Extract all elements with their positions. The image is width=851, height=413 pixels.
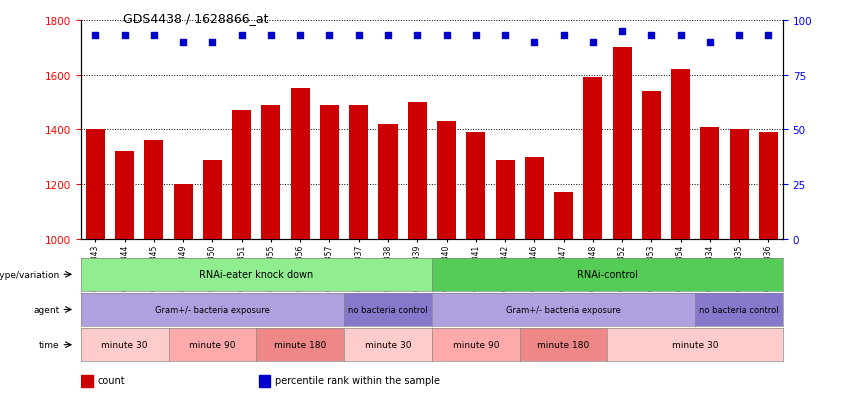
Point [674,33,688,39]
Bar [437,122,456,240]
Bar [232,111,251,240]
Bar [554,193,573,240]
Bar [86,130,105,240]
Text: genotype/variation: genotype/variation [0,270,60,279]
Bar [525,157,544,240]
Text: minute 180: minute 180 [537,340,590,349]
Point [410,33,424,39]
Text: minute 90: minute 90 [453,340,499,349]
Point [732,33,745,39]
Text: minute 30: minute 30 [101,340,148,349]
Bar [203,160,222,240]
Text: RNAi-eater knock down: RNAi-eater knock down [199,270,313,280]
Text: minute 30: minute 30 [365,340,411,349]
Text: time: time [39,340,60,349]
Bar [729,130,749,240]
Point [235,33,248,39]
Bar [81,375,93,387]
Point [644,33,658,39]
Bar [495,160,515,240]
Bar [759,133,778,240]
Bar [145,141,163,240]
Text: agent: agent [33,305,60,314]
Point [323,33,336,39]
Point [469,33,483,39]
Bar [259,375,271,387]
Point [528,39,541,46]
Text: Gram+/- bacteria exposure: Gram+/- bacteria exposure [155,305,270,314]
Point [762,33,775,39]
Bar [671,70,690,240]
Bar [466,133,485,240]
Bar [642,92,660,240]
Text: Gram+/- bacteria exposure: Gram+/- bacteria exposure [506,305,621,314]
Text: minute 30: minute 30 [672,340,718,349]
Bar [261,105,281,240]
Bar [291,89,310,240]
Point [381,33,395,39]
Bar [320,105,339,240]
Point [147,33,161,39]
Bar [349,105,368,240]
Point [498,33,511,39]
Text: minute 90: minute 90 [189,340,236,349]
Point [440,33,454,39]
Point [352,33,366,39]
Bar [408,103,426,240]
Text: percentile rank within the sample: percentile rank within the sample [275,375,440,385]
Text: no bacteria control: no bacteria control [348,305,428,314]
Text: no bacteria control: no bacteria control [700,305,779,314]
Point [264,33,277,39]
Point [118,33,132,39]
Bar [174,185,192,240]
Point [586,39,600,46]
Bar [700,127,719,240]
Text: RNAi-control: RNAi-control [577,270,638,280]
Bar [583,78,603,240]
Point [89,33,102,39]
Point [615,28,629,35]
Bar [115,152,134,240]
Point [206,39,220,46]
Point [294,33,307,39]
Point [176,39,190,46]
Bar [379,125,397,240]
Bar [613,48,631,240]
Text: minute 180: minute 180 [274,340,327,349]
Text: GDS4438 / 1628866_at: GDS4438 / 1628866_at [123,12,269,25]
Text: count: count [97,375,125,385]
Point [703,39,717,46]
Point [557,33,570,39]
